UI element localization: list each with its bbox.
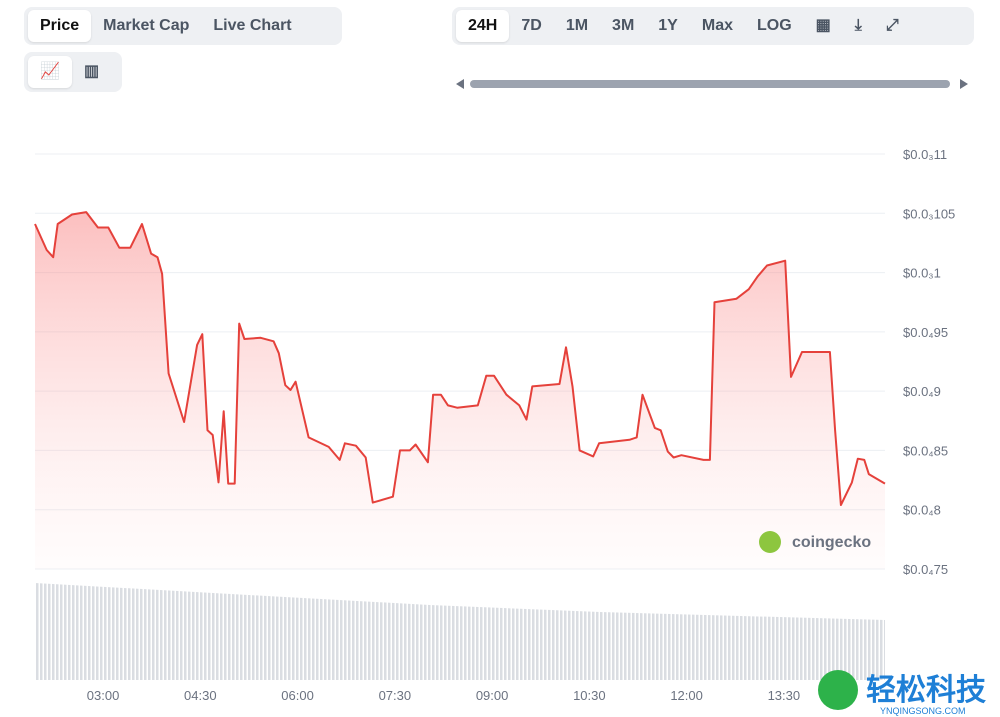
y-tick-label: $0.0₃1 (903, 266, 941, 281)
y-tick-label: $0.0₄8 (903, 503, 941, 518)
x-tick-label: 04:30 (184, 688, 217, 703)
tab[interactable]: Live Chart (213, 17, 292, 34)
x-tick-label: 07:30 (379, 688, 412, 703)
y-tick-label: $0.0₄85 (903, 443, 948, 458)
corner-logo (818, 670, 858, 710)
range[interactable]: 1Y (658, 17, 678, 34)
y-tick-label: $0.0₄9 (903, 384, 941, 399)
y-tick-label: $0.0₄75 (903, 562, 948, 577)
corner-title: 轻松科技 (866, 674, 986, 707)
corner-site: YNQINGSONG.COM (880, 706, 966, 716)
x-tick-label: 13:30 (768, 688, 801, 703)
range[interactable]: 1M (565, 17, 589, 34)
calendar[interactable]: ▦ (815, 17, 831, 34)
fullscreen[interactable]: ⤢ (885, 17, 899, 34)
scroll-right[interactable] (960, 79, 968, 89)
watermark: coingecko (792, 534, 871, 551)
tab-group: Price Market Cap Live Chart (24, 7, 342, 45)
price-line (34, 211, 886, 506)
y-tick-label: $0.0₃105 (903, 206, 955, 221)
range[interactable]: LOG (756, 17, 792, 34)
chart-mode: 📈 ▥ (24, 52, 122, 92)
scroll-left[interactable] (456, 79, 464, 89)
x-tick-label: 12:00 (670, 688, 703, 703)
price-area (35, 212, 885, 569)
candle-mode[interactable]: ▥ (84, 63, 100, 80)
download[interactable]: ⤓ (854, 17, 862, 34)
range[interactable]: Max (701, 17, 733, 34)
range[interactable]: 7D (521, 17, 542, 34)
range[interactable]: 3M (612, 17, 635, 34)
coingecko-logo (759, 531, 781, 553)
range-group: 24H 7D 1M 3M 1Y Max LOG ▦ ⤓ ⤢ (452, 7, 974, 45)
tab[interactable]: Market Cap (103, 17, 190, 34)
x-tick-label: 10:30 (573, 688, 606, 703)
volume-bars (35, 583, 885, 680)
y-tick-label: $0.0₃11 (903, 147, 947, 162)
tab[interactable]: Price (28, 10, 92, 42)
range[interactable]: 24H (456, 10, 510, 42)
line-mode[interactable]: 📈 (28, 56, 72, 88)
scrollbar[interactable] (470, 80, 950, 88)
x-tick-label: 09:00 (476, 688, 509, 703)
x-tick-label: 03:00 (87, 688, 120, 703)
y-tick-label: $0.0₄95 (903, 325, 948, 340)
x-tick-label: 06:00 (281, 688, 314, 703)
